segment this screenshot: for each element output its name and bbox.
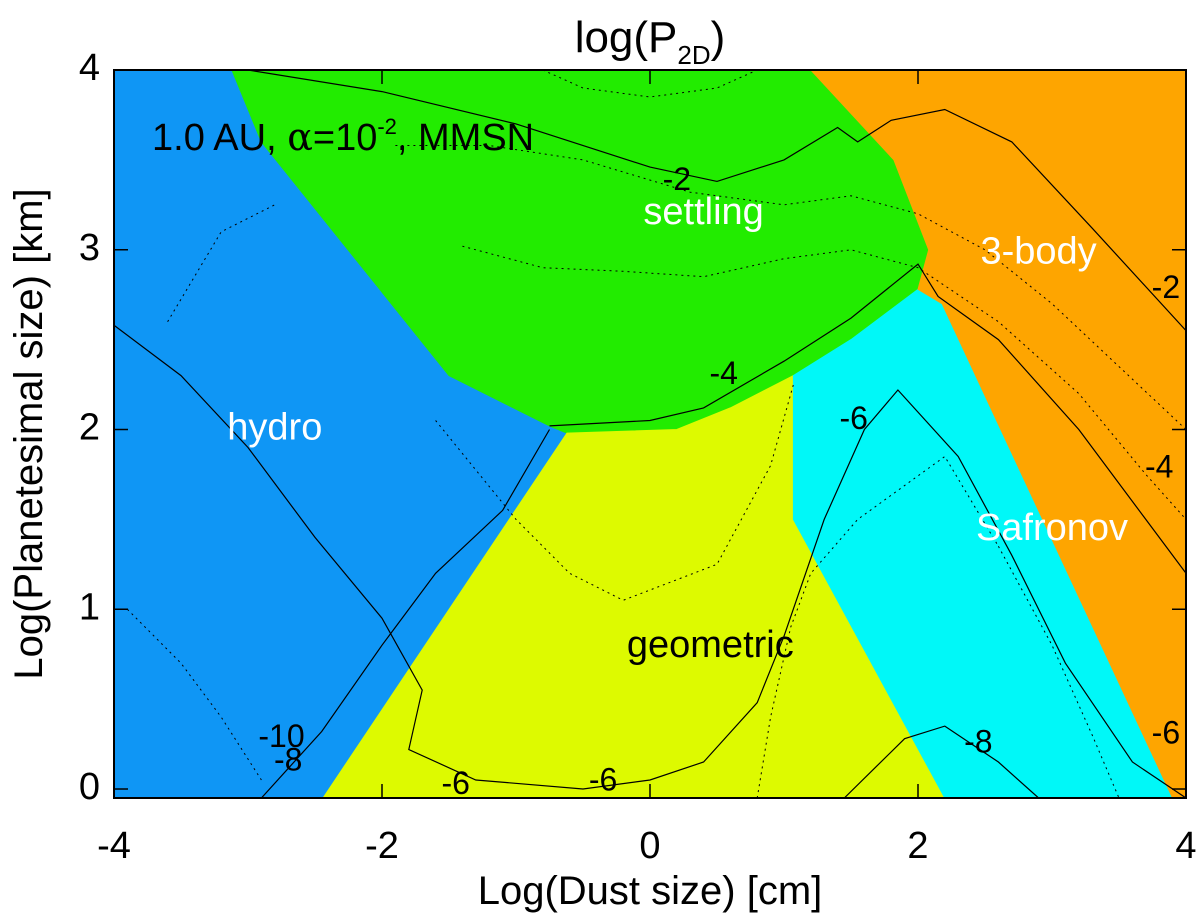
contour-line-dotted <box>542 70 758 98</box>
contour-layer <box>114 70 1186 798</box>
chart-title: log(P2D) <box>575 13 726 70</box>
contour-label: -6 <box>839 400 867 436</box>
contour-line-solid <box>247 70 1186 332</box>
contour-line-dotted <box>127 608 262 781</box>
contour-label-layer: -2-2-4-4-6-6-6 -6-8-8-10 <box>258 161 1180 801</box>
x-axis-label: Log(Dust size) [cm] <box>478 869 823 913</box>
annotation-text: 1.0 AU, α=10-2, MMSN <box>152 114 534 159</box>
x-tick-label: 2 <box>907 825 928 867</box>
contour-label: -4 <box>709 355 737 391</box>
contour-line-dotted <box>167 204 276 322</box>
x-tick-label: 4 <box>1175 825 1196 867</box>
contour-line-dotted <box>462 245 1186 520</box>
x-axis-ticks: -4 -2 0 2 4 <box>97 70 1197 867</box>
contour-line-dotted <box>435 384 794 601</box>
contour-line-solid <box>549 263 1186 574</box>
contour-label: -10 <box>258 718 304 754</box>
region-label-geometric: geometric <box>627 624 794 666</box>
contour-line-solid <box>114 324 1186 798</box>
region-3-body <box>810 70 1186 798</box>
region-layer <box>114 70 1186 798</box>
y-tick-label: 4 <box>79 47 100 89</box>
contour-label: -6 <box>1152 715 1180 751</box>
region-label-3-body: 3-body <box>980 230 1096 272</box>
contour-label: -4 <box>1145 449 1173 485</box>
region-label-layer: hydro settling 3-body Safronov geometric <box>227 191 1128 666</box>
region-label-hydro: hydro <box>227 407 322 449</box>
y-tick-label: 2 <box>79 407 100 449</box>
region-label-settling: settling <box>643 191 763 233</box>
contour-label: -2 <box>1152 269 1180 305</box>
contour-line-dotted <box>395 145 1186 430</box>
y-tick-label: 1 <box>79 586 100 628</box>
x-tick-label: 0 <box>639 825 660 867</box>
region-label-safronov: Safronov <box>976 507 1128 549</box>
y-axis-ticks: 0 1 2 3 4 <box>79 47 1186 808</box>
contour-label: -8 <box>274 742 302 778</box>
contour-label: -6 <box>441 765 469 801</box>
y-tick-label: 0 <box>79 766 100 808</box>
contour-line-solid <box>260 429 551 798</box>
contour-label: -8 <box>964 724 992 760</box>
x-tick-label: -2 <box>365 825 399 867</box>
y-tick-label: 3 <box>79 227 100 269</box>
contour-label: -2 <box>663 161 691 197</box>
y-axis-label: Log(Planetesimal size) [km] <box>7 188 51 679</box>
x-tick-label: -4 <box>97 825 131 867</box>
contour-line-solid <box>843 725 1040 798</box>
contour-label: -6 <box>589 761 617 797</box>
